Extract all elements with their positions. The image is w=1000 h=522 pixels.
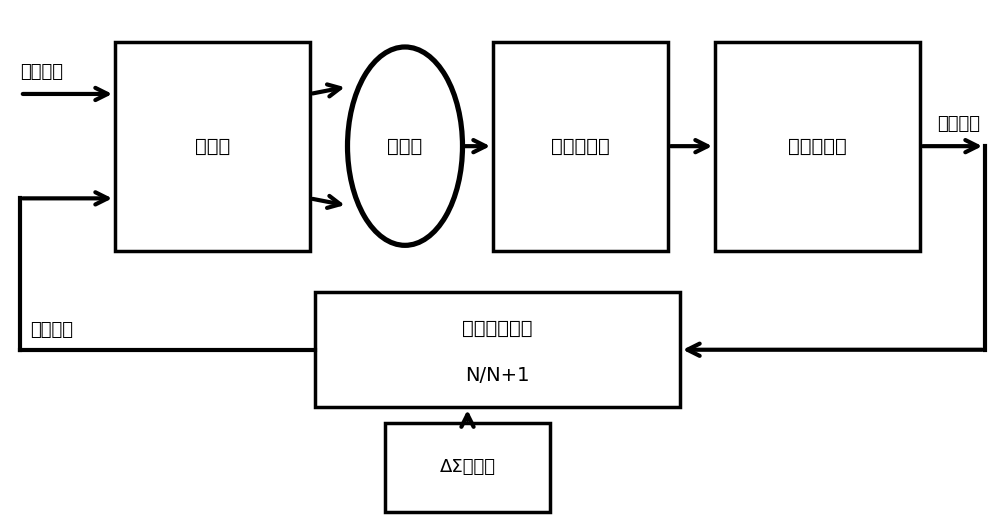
- Bar: [715, 42, 920, 251]
- Ellipse shape: [348, 47, 462, 245]
- Bar: [385, 423, 550, 512]
- Text: 电荷泵: 电荷泵: [387, 137, 423, 156]
- Text: 压控振荡器: 压控振荡器: [788, 137, 847, 156]
- Text: N/N+1: N/N+1: [465, 366, 530, 385]
- Text: 反馈频率: 反馈频率: [30, 322, 73, 339]
- Text: 鉴相器: 鉴相器: [195, 137, 230, 156]
- Text: 双模分频电路: 双模分频电路: [462, 319, 533, 338]
- Text: 参考频率: 参考频率: [20, 63, 63, 81]
- Text: 三阶滤波器: 三阶滤波器: [551, 137, 610, 156]
- Text: 输出频率: 输出频率: [937, 115, 980, 133]
- Bar: [315, 292, 680, 407]
- Bar: [493, 42, 668, 251]
- Text: ΔΣ调制器: ΔΣ调制器: [440, 458, 496, 476]
- Bar: [115, 42, 310, 251]
